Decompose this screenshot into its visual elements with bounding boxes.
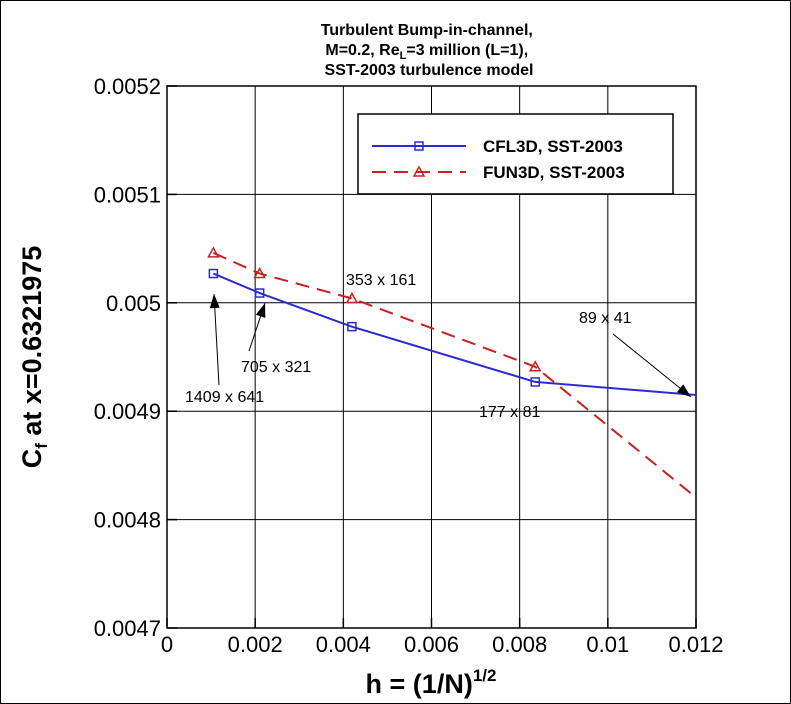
x-tick-label: 0	[161, 632, 173, 657]
annotation: 353 x 161	[346, 272, 416, 289]
legend-label: CFL3D, SST-2003	[483, 137, 623, 156]
y-tick-label: 0.0047	[94, 616, 161, 641]
annotation: 705 x 321	[241, 359, 311, 376]
title-line: SST-2003 turbulence model	[325, 62, 534, 79]
y-axis-label: Cf at x=0.6321975	[17, 246, 51, 469]
y-label-subscript: f	[32, 443, 51, 449]
x-tick-label: 0.012	[668, 632, 723, 657]
legend-symbol	[414, 141, 424, 151]
data-point	[207, 246, 220, 258]
legend-symbol	[412, 165, 426, 177]
x-tick-label: 0.006	[404, 632, 459, 657]
legend-box	[357, 113, 674, 195]
x-tick-label: 0.002	[228, 632, 283, 657]
data-point	[528, 360, 542, 372]
data-point	[208, 268, 219, 279]
data-point	[254, 288, 265, 298]
y-label-text: C	[17, 449, 47, 469]
data-point	[530, 377, 540, 387]
arrow-head	[209, 294, 220, 309]
annotation: 1409 x 641	[185, 389, 264, 406]
y-tick-label: 0.0051	[94, 182, 161, 207]
annotation-arrow	[213, 293, 220, 386]
y-tick-label: 0.005	[106, 291, 161, 316]
data-point	[253, 266, 266, 279]
x-label-text: h = (1/N)	[366, 669, 473, 699]
annotation: 89 x 41	[579, 310, 632, 327]
title-line: M=0.2, ReL=3 million (L=1),	[325, 42, 528, 62]
x-tick-label: 0.008	[492, 632, 547, 657]
arrow-head	[676, 384, 691, 397]
annotation-arrow	[612, 333, 692, 398]
title-text: M=0.2, Re	[325, 42, 399, 59]
legend-marker	[412, 165, 426, 177]
legend-marker	[414, 141, 424, 151]
x-tick-label: 0.01	[586, 632, 629, 657]
series-line	[212, 272, 696, 396]
y-label-text: at x=0.6321975	[17, 246, 47, 443]
legend-label: FUN3D, SST-2003	[483, 163, 625, 182]
y-tick-label: 0.0048	[94, 508, 161, 533]
arrow-head	[255, 303, 266, 318]
plot-frame	[166, 85, 697, 629]
y-tick-label: 0.0049	[94, 399, 161, 424]
plot-area	[207, 246, 696, 499]
x-axis-label: h = (1/N)1/2	[366, 666, 497, 699]
title-text: =3 million (L=1),	[406, 42, 528, 59]
series-line	[212, 252, 696, 499]
x-label-superscript: 1/2	[473, 666, 497, 685]
data-point	[347, 321, 357, 332]
x-tick-label: 0.004	[316, 632, 371, 657]
y-tick-label: 0.0052	[94, 74, 161, 99]
title-line: Turbulent Bump-in-channel,	[321, 22, 533, 39]
annotation: 177 x 81	[479, 404, 540, 421]
title-subscript: L	[400, 50, 407, 62]
data-point	[345, 291, 359, 304]
chart-title: Turbulent Bump-in-channel, M=0.2, ReL=3 …	[321, 22, 538, 79]
